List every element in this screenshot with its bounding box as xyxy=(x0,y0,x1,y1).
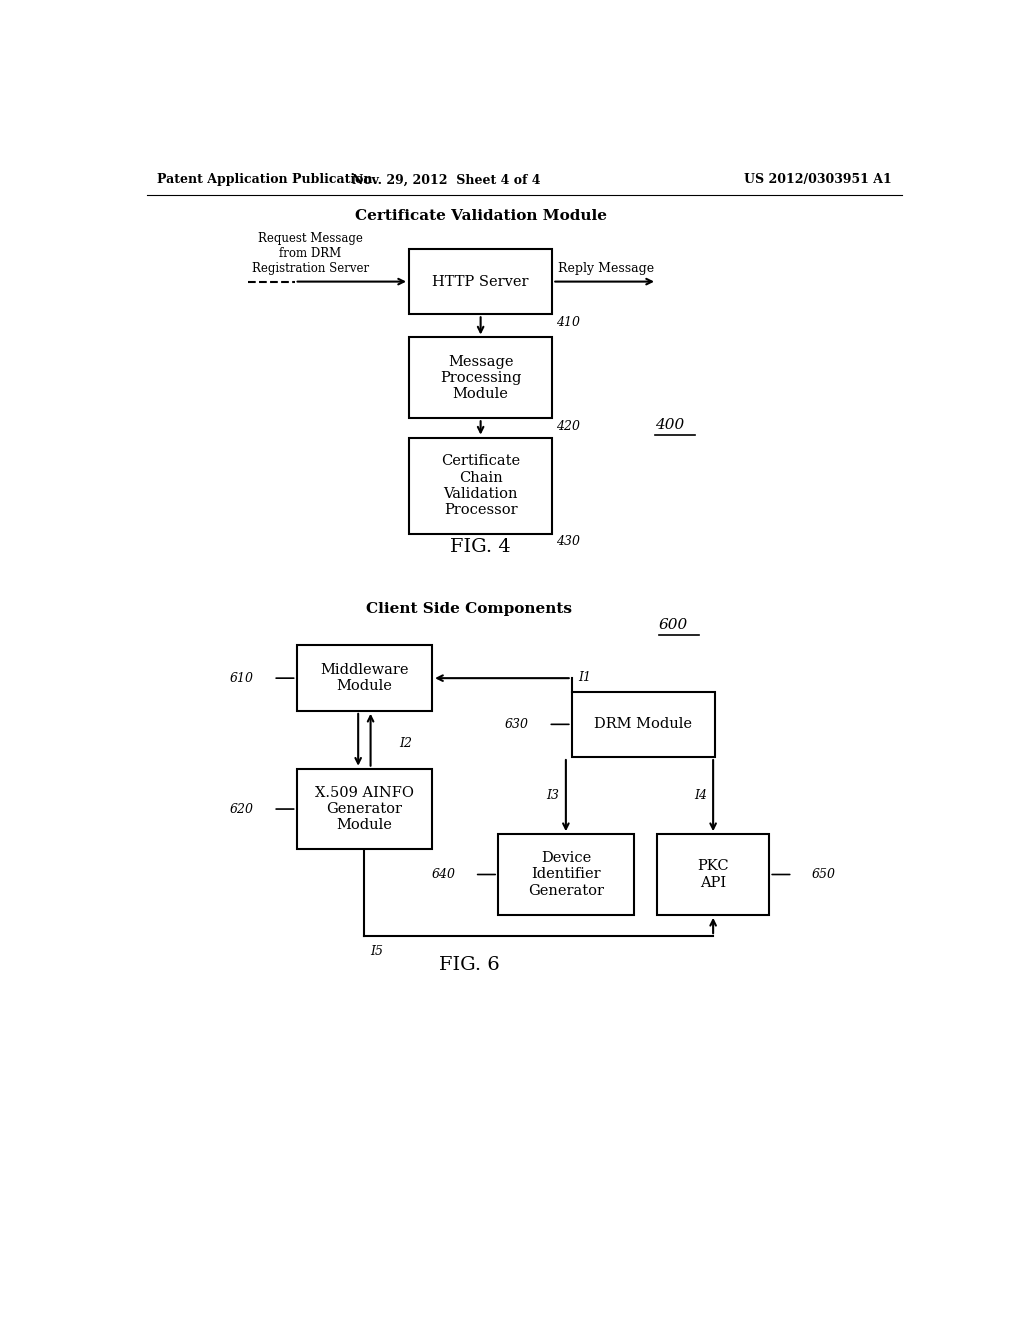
Text: Patent Application Publication: Patent Application Publication xyxy=(158,173,373,186)
Text: I5: I5 xyxy=(371,945,384,958)
FancyBboxPatch shape xyxy=(571,692,715,758)
FancyBboxPatch shape xyxy=(657,834,769,915)
FancyBboxPatch shape xyxy=(409,249,552,314)
Text: DRM Module: DRM Module xyxy=(594,717,692,731)
FancyBboxPatch shape xyxy=(498,834,634,915)
Text: Reply Message: Reply Message xyxy=(558,263,654,276)
Text: 600: 600 xyxy=(658,618,688,632)
Text: Middleware
Module: Middleware Module xyxy=(321,663,409,693)
Text: PKC
API: PKC API xyxy=(697,859,729,890)
FancyBboxPatch shape xyxy=(297,645,432,711)
Text: I1: I1 xyxy=(578,672,591,684)
Text: Message
Processing
Module: Message Processing Module xyxy=(440,355,521,401)
Text: X.509 AINFO
Generator
Module: X.509 AINFO Generator Module xyxy=(314,785,414,832)
Text: 610: 610 xyxy=(230,672,254,685)
Text: HTTP Server: HTTP Server xyxy=(432,275,528,289)
Text: Client Side Components: Client Side Components xyxy=(366,602,572,616)
Text: 420: 420 xyxy=(556,420,581,433)
Text: Nov. 29, 2012  Sheet 4 of 4: Nov. 29, 2012 Sheet 4 of 4 xyxy=(351,173,540,186)
Text: FIG. 4: FIG. 4 xyxy=(451,539,511,556)
Text: Request Message
from DRM
Registration Server: Request Message from DRM Registration Se… xyxy=(252,232,369,276)
Text: 650: 650 xyxy=(812,869,836,880)
FancyBboxPatch shape xyxy=(409,338,552,418)
Text: I4: I4 xyxy=(694,789,707,803)
Text: 410: 410 xyxy=(556,315,581,329)
Text: 630: 630 xyxy=(505,718,529,731)
Text: Device
Identifier
Generator: Device Identifier Generator xyxy=(528,851,604,898)
Text: 400: 400 xyxy=(655,417,684,432)
Text: I2: I2 xyxy=(399,737,413,750)
FancyBboxPatch shape xyxy=(297,768,432,850)
Text: I3: I3 xyxy=(547,789,560,803)
Text: US 2012/0303951 A1: US 2012/0303951 A1 xyxy=(743,173,891,186)
Text: FIG. 6: FIG. 6 xyxy=(438,957,500,974)
Text: 430: 430 xyxy=(556,536,581,548)
Text: Certificate Validation Module: Certificate Validation Module xyxy=(354,209,606,223)
Text: 620: 620 xyxy=(230,803,254,816)
Text: 640: 640 xyxy=(431,869,456,880)
FancyBboxPatch shape xyxy=(409,437,552,533)
Text: Certificate
Chain
Validation
Processor: Certificate Chain Validation Processor xyxy=(441,454,520,517)
